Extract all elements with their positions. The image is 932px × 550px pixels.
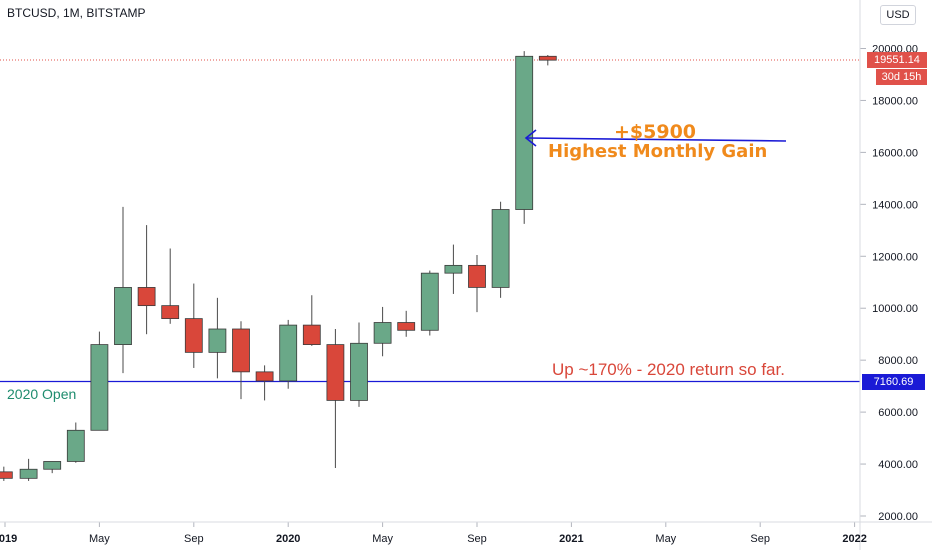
x-tick-label: May [655, 533, 676, 545]
candle-body [350, 342, 368, 401]
candle [279, 319, 298, 389]
candle [0, 466, 13, 481]
y-tick-label: 14000.00 [872, 199, 918, 211]
gain-caption-label: Highest Monthly Gain [548, 141, 768, 162]
candle [114, 206, 132, 374]
candle [350, 322, 368, 407]
candle-body [19, 468, 38, 479]
candle [43, 461, 62, 474]
y-tick-label: 6000.00 [878, 407, 918, 419]
last-price-tag: 19551.14 [867, 52, 927, 68]
candle [491, 201, 510, 298]
candle [161, 248, 180, 324]
x-tick-label: 2021 [559, 533, 583, 545]
candle [326, 329, 345, 468]
candle-body [538, 55, 557, 61]
open-label: 2020 Open [7, 386, 77, 402]
x-tick-label: 2022 [842, 533, 866, 545]
y-tick-label: 18000.00 [872, 95, 918, 107]
countdown-tag: 30d 15h [876, 69, 927, 85]
x-tick-label: Sep [184, 533, 204, 545]
candle-body [326, 344, 345, 401]
open-price-tag: 7160.69 [862, 374, 925, 390]
arrow-line [526, 137, 787, 142]
y-tick-label: 4000.00 [878, 459, 918, 471]
y-tick-label: 10000.00 [872, 303, 918, 315]
x-tick-label: 2020 [276, 533, 300, 545]
x-tick-label: Sep [750, 533, 770, 545]
candle-body [444, 264, 463, 274]
candle [137, 225, 156, 335]
candle-body [397, 322, 416, 331]
candle-body [279, 324, 298, 382]
chart-gridlines [4, 48, 866, 527]
candle-body [114, 287, 132, 345]
candle-body [491, 209, 510, 288]
candle-body [232, 328, 250, 373]
y-tick-label: 2000.00 [878, 511, 918, 523]
candle-body [373, 322, 392, 344]
candle [66, 422, 85, 463]
candle [373, 306, 392, 357]
x-tick-label: May [372, 533, 393, 545]
candle [255, 365, 274, 401]
x-tick-label: May [89, 533, 110, 545]
x-tick-label: Sep [467, 533, 487, 545]
candle [468, 254, 486, 313]
candle-body [515, 55, 534, 210]
y-tick-label: 8000.00 [878, 355, 918, 367]
candlestick-series [0, 51, 557, 481]
candle [538, 54, 557, 66]
candle-body [90, 344, 109, 431]
return-note: Up ~170% - 2020 return so far. [552, 360, 785, 379]
candle [302, 295, 321, 346]
symbol-title[interactable]: BTCUSD, 1M, BITSTAMP [7, 6, 146, 20]
arrow-head-icon [524, 129, 537, 147]
gain-amount-label: +$5900 [614, 121, 697, 143]
candle [90, 331, 109, 431]
candle-body [43, 461, 62, 470]
currency-button[interactable]: USD [880, 5, 916, 25]
candle-body [302, 324, 321, 345]
candle [397, 310, 416, 337]
candle [19, 458, 38, 481]
x-tick-labels: 2019 May Sep 2020 May Sep 2021 May Sep 2022 [0, 533, 867, 545]
candle-body [208, 328, 227, 353]
y-tick-labels: 2000.00 4000.00 6000.00 8000.00 10000.00 1200… [872, 44, 918, 524]
candle-body [66, 429, 85, 462]
candle-body [0, 471, 13, 479]
candle-body [468, 264, 486, 288]
candle-body [255, 371, 274, 382]
candle-body [161, 305, 180, 320]
reference-lines [0, 59, 860, 383]
candle [232, 321, 250, 400]
candle [444, 244, 463, 294]
y-tick-label: 16000.00 [872, 147, 918, 159]
x-tick-label: 2019 [0, 533, 17, 545]
candle [420, 270, 439, 336]
candle-body [184, 318, 203, 353]
candle [184, 283, 203, 368]
arrow-annotation [524, 129, 787, 147]
y-tick-label: 12000.00 [872, 251, 918, 263]
candle-body [137, 287, 156, 307]
candle [208, 297, 227, 379]
candle-body [420, 272, 439, 331]
